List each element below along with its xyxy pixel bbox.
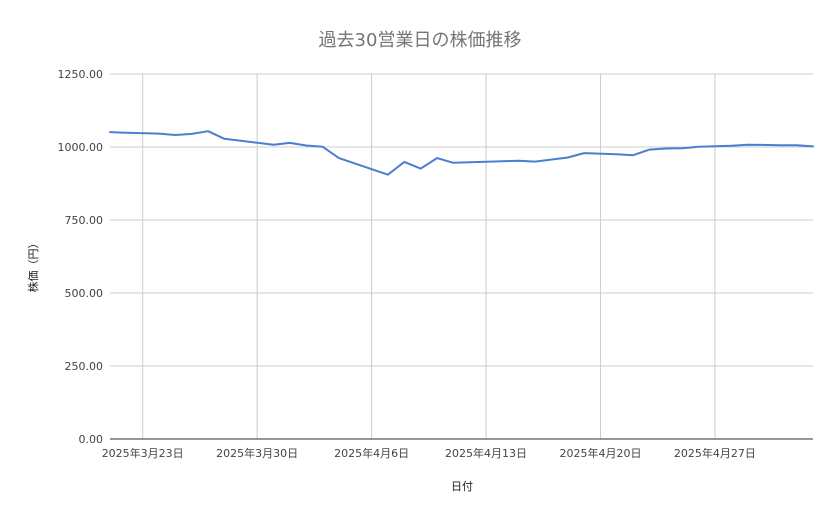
x-tick-label: 2025年3月23日 [102, 446, 184, 460]
x-axis-label: 日付 [451, 480, 473, 493]
y-axis-label: 株価（円） [26, 238, 40, 293]
y-tick-label: 250.00 [65, 360, 104, 373]
x-tick-label: 2025年3月30日 [216, 446, 298, 460]
grid-lines [110, 73, 813, 439]
y-tick-label: 750.00 [65, 214, 104, 227]
x-axis-tick-labels: 2025年3月23日 2025年3月30日 2025年4月6日 2025年4月13日 2… [102, 446, 756, 460]
x-tick-label: 2025年4月27日 [674, 446, 756, 460]
y-tick-label: 1250.00 [58, 68, 104, 81]
x-tick-label: 2025年4月6日 [334, 446, 409, 460]
y-tick-label: 1000.00 [58, 141, 104, 154]
chart-title: 過去30営業日の株価推移 [319, 30, 522, 51]
series-lines [109, 130, 814, 176]
x-tick-label: 2025年4月20日 [559, 446, 641, 460]
y-axis-tick-labels: 0.00 250.00 500.00 750.00 1000.00 1250.00 [58, 68, 104, 446]
y-tick-label: 0.00 [79, 433, 104, 446]
y-tick-label: 500.00 [65, 287, 104, 300]
series-line [109, 130, 814, 176]
x-tick-label: 2025年4月13日 [445, 446, 527, 460]
